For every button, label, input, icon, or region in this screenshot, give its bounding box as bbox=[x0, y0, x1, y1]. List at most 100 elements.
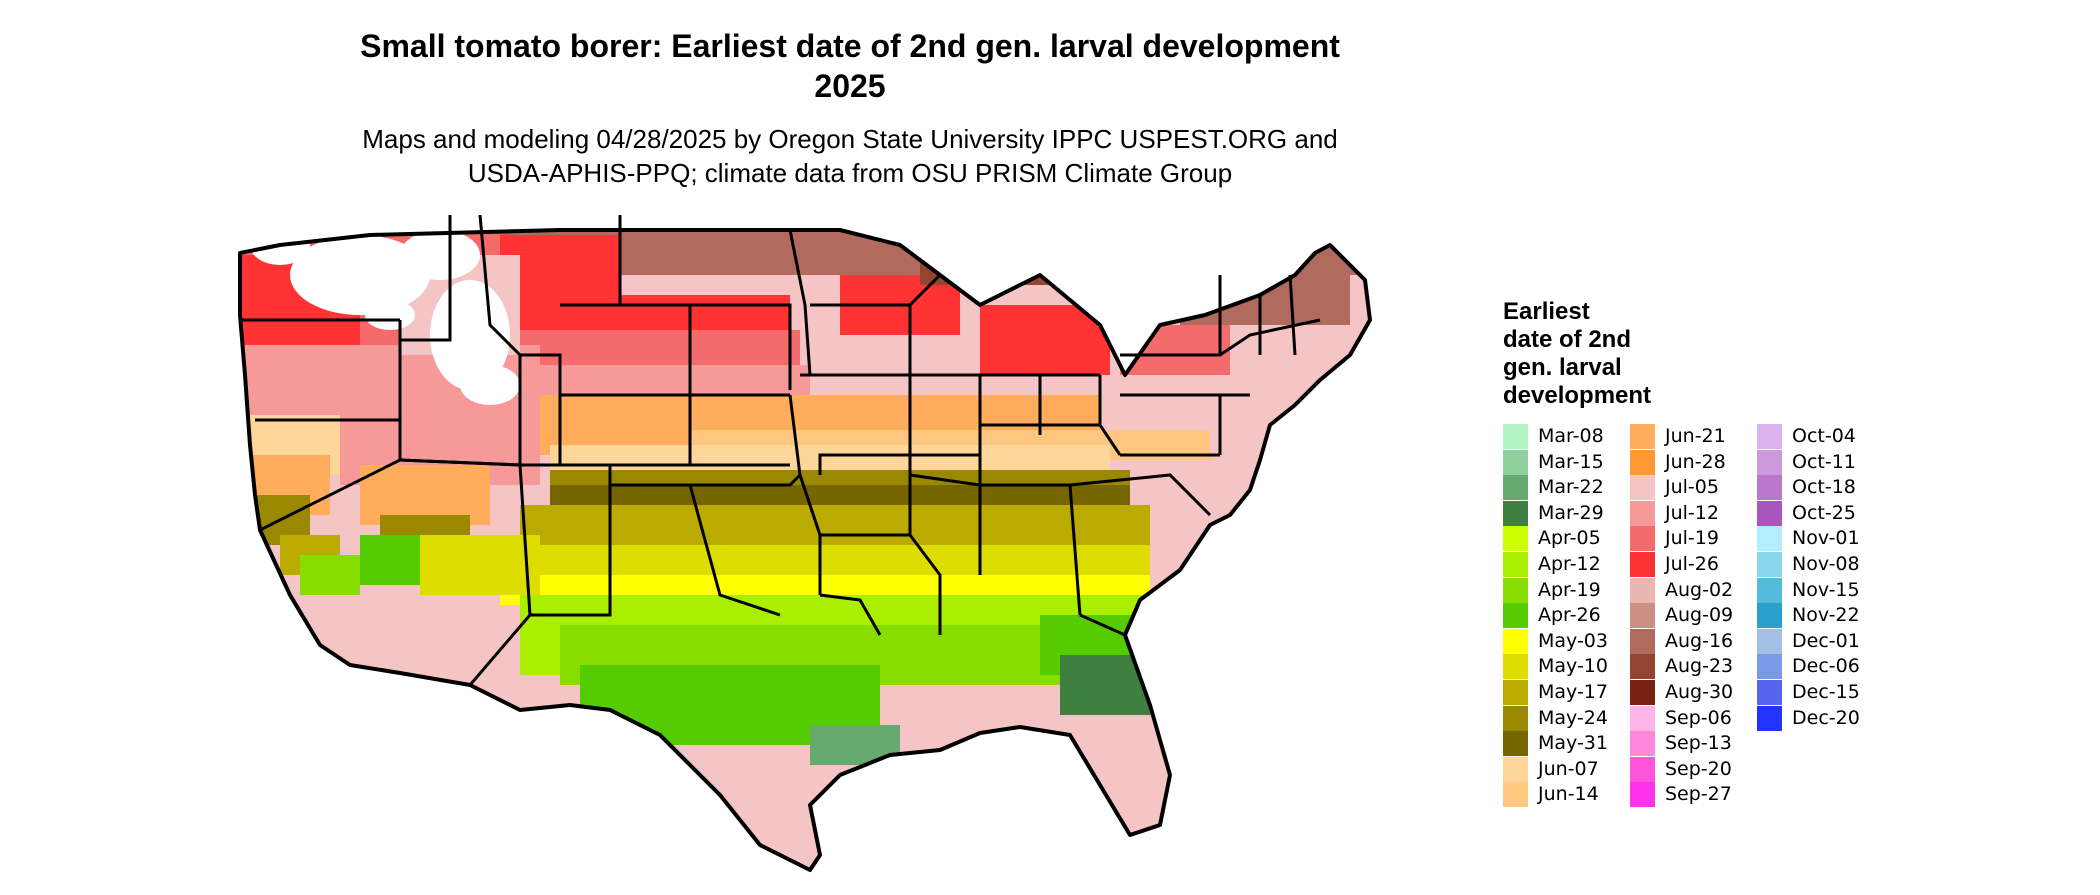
legend-label: May-10 bbox=[1538, 655, 1608, 678]
legend-label: May-03 bbox=[1538, 629, 1608, 652]
legend-item: Apr-12 bbox=[1503, 552, 1643, 577]
legend-item: Oct-18 bbox=[1757, 475, 1897, 501]
legend-label: Nov-08 bbox=[1792, 553, 1860, 575]
legend-item: May-10 bbox=[1503, 654, 1643, 680]
legend-title-line: development bbox=[1503, 382, 1652, 409]
legend-item: May-31 bbox=[1503, 731, 1643, 757]
legend-swatch bbox=[1503, 756, 1528, 782]
legend-swatch bbox=[1630, 731, 1655, 757]
map-subtitle-line2: USDA-APHIS-PPQ; climate data from OSU PR… bbox=[467, 158, 1233, 188]
legend-label: Nov-01 bbox=[1792, 527, 1860, 550]
legend-label: Dec-20 bbox=[1792, 706, 1860, 729]
legend-label: May-24 bbox=[1538, 706, 1608, 729]
legend-label: Dec-01 bbox=[1792, 629, 1860, 652]
legend-item: Aug-23 bbox=[1630, 654, 1770, 680]
legend-item: Dec-20 bbox=[1757, 705, 1897, 731]
legend-item: Sep-13 bbox=[1630, 731, 1770, 757]
legend-item: Aug-30 bbox=[1630, 680, 1770, 705]
legend-swatch bbox=[1503, 782, 1528, 808]
legend-item: Oct-04 bbox=[1757, 424, 1897, 449]
legend-swatch bbox=[1757, 628, 1782, 654]
legend-title: Earliest date of 2nd gen. larval develop… bbox=[1503, 298, 1723, 410]
legend-swatch bbox=[1630, 500, 1655, 526]
legend-label: Sep-06 bbox=[1665, 706, 1732, 729]
legend-item: Oct-25 bbox=[1757, 500, 1897, 526]
legend-swatch bbox=[1503, 603, 1528, 629]
legend-item: Dec-15 bbox=[1757, 680, 1897, 705]
legend-item: Sep-27 bbox=[1630, 782, 1770, 808]
legend-swatch bbox=[1503, 449, 1528, 475]
legend-label: Aug-23 bbox=[1665, 655, 1734, 678]
legend-swatch bbox=[1757, 475, 1782, 501]
legend-label: Jul-19 bbox=[1665, 527, 1719, 550]
legend-swatch bbox=[1503, 731, 1528, 757]
us-map bbox=[238, 215, 1372, 872]
legend-swatch bbox=[1630, 526, 1655, 552]
legend-item: Jun-07 bbox=[1503, 756, 1643, 782]
legend-swatch bbox=[1757, 526, 1782, 552]
legend-item: Aug-02 bbox=[1630, 577, 1770, 603]
legend-swatch bbox=[1503, 628, 1528, 654]
legend-title-line: Earliest bbox=[1503, 298, 1590, 325]
legend-swatch bbox=[1757, 603, 1782, 629]
legend-swatch bbox=[1757, 552, 1782, 577]
legend-item: Sep-06 bbox=[1630, 705, 1770, 731]
legend-swatch bbox=[1503, 424, 1528, 449]
legend-label: Mar-29 bbox=[1538, 501, 1604, 524]
legend-label: Nov-22 bbox=[1792, 604, 1860, 627]
legend-label: Apr-12 bbox=[1538, 553, 1601, 575]
legend-swatch bbox=[1630, 705, 1655, 731]
legend-item: Aug-16 bbox=[1630, 628, 1770, 654]
legend-item: Apr-26 bbox=[1503, 603, 1643, 629]
legend-label: Apr-05 bbox=[1538, 527, 1601, 550]
legend-label: Mar-15 bbox=[1538, 450, 1604, 473]
legend-swatch bbox=[1503, 680, 1528, 705]
legend-swatch bbox=[1630, 680, 1655, 705]
legend-swatch bbox=[1757, 654, 1782, 680]
legend-item: Nov-15 bbox=[1757, 577, 1897, 603]
legend-label: Oct-25 bbox=[1792, 501, 1856, 524]
legend-swatch bbox=[1630, 552, 1655, 577]
legend-label: Oct-11 bbox=[1792, 450, 1856, 473]
legend-swatch bbox=[1630, 756, 1655, 782]
legend-label: Nov-15 bbox=[1792, 578, 1860, 601]
legend-label: Aug-09 bbox=[1665, 604, 1734, 627]
legend-item: May-03 bbox=[1503, 628, 1643, 654]
legend-label: Jul-26 bbox=[1665, 553, 1719, 575]
legend-swatch bbox=[1630, 449, 1655, 475]
map-title-line2: 2025 bbox=[814, 68, 886, 104]
legend-item: Nov-08 bbox=[1757, 552, 1897, 577]
legend-label: Jul-12 bbox=[1665, 501, 1719, 524]
legend-item: Jul-05 bbox=[1630, 475, 1770, 501]
legend-swatch bbox=[1630, 475, 1655, 501]
legend-swatch bbox=[1503, 705, 1528, 731]
legend-swatch bbox=[1757, 424, 1782, 449]
legend-swatch bbox=[1757, 449, 1782, 475]
legend-title-line: date of 2nd bbox=[1503, 326, 1632, 353]
legend-item: May-17 bbox=[1503, 680, 1643, 705]
legend-item: Jun-28 bbox=[1630, 449, 1770, 475]
legend-label: Aug-16 bbox=[1665, 629, 1734, 652]
legend-item: Mar-29 bbox=[1503, 500, 1643, 526]
legend-label: Jun-14 bbox=[1538, 783, 1599, 806]
legend-label: Apr-26 bbox=[1538, 604, 1601, 627]
legend-swatch bbox=[1630, 577, 1655, 603]
legend-label: May-31 bbox=[1538, 732, 1608, 755]
map-title-line1: Small tomato borer: Earliest date of 2nd… bbox=[360, 28, 1340, 64]
legend-label: Sep-20 bbox=[1665, 757, 1732, 780]
legend-label: Jul-05 bbox=[1665, 476, 1719, 499]
legend-label: Oct-04 bbox=[1792, 425, 1856, 447]
legend-swatch bbox=[1630, 654, 1655, 680]
legend-item: Jun-21 bbox=[1630, 424, 1770, 449]
legend-item: Aug-09 bbox=[1630, 603, 1770, 629]
map-subtitle-line1: Maps and modeling 04/28/2025 by Oregon S… bbox=[362, 124, 1338, 154]
legend-item: Mar-15 bbox=[1503, 449, 1643, 475]
legend-swatch bbox=[1757, 577, 1782, 603]
legend-item: Nov-01 bbox=[1757, 526, 1897, 552]
legend-label: Oct-18 bbox=[1792, 476, 1856, 499]
legend-item: Jul-19 bbox=[1630, 526, 1770, 552]
legend-item: Apr-05 bbox=[1503, 526, 1643, 552]
legend-label: Jun-07 bbox=[1538, 757, 1599, 780]
legend-swatch bbox=[1630, 782, 1655, 808]
legend-swatch bbox=[1503, 500, 1528, 526]
